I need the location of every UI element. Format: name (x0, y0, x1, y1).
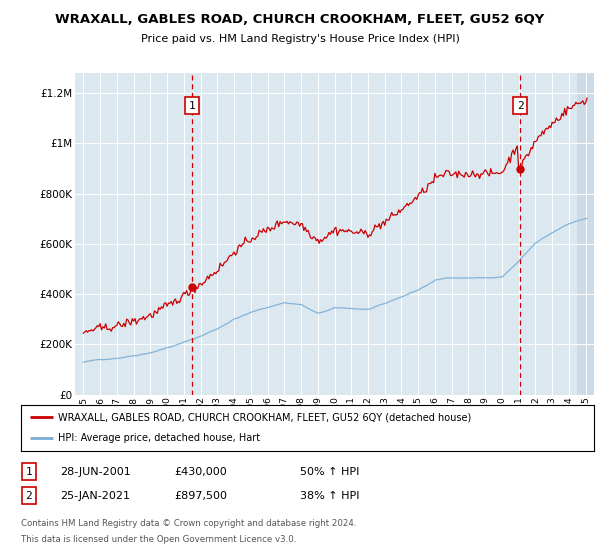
Text: Contains HM Land Registry data © Crown copyright and database right 2024.: Contains HM Land Registry data © Crown c… (21, 520, 356, 529)
Text: 2: 2 (25, 491, 32, 501)
Text: £430,000: £430,000 (174, 466, 227, 477)
Text: 1: 1 (25, 466, 32, 477)
Text: 1: 1 (189, 100, 196, 110)
Text: 25-JAN-2021: 25-JAN-2021 (60, 491, 130, 501)
Text: HPI: Average price, detached house, Hart: HPI: Average price, detached house, Hart (58, 433, 260, 444)
Bar (577, 73, 594, 395)
Text: 38% ↑ HPI: 38% ↑ HPI (300, 491, 359, 501)
Text: WRAXALL, GABLES ROAD, CHURCH CROOKHAM, FLEET, GU52 6QY (detached house): WRAXALL, GABLES ROAD, CHURCH CROOKHAM, F… (58, 412, 472, 422)
Text: £897,500: £897,500 (174, 491, 227, 501)
Text: 50% ↑ HPI: 50% ↑ HPI (300, 466, 359, 477)
Text: Price paid vs. HM Land Registry's House Price Index (HPI): Price paid vs. HM Land Registry's House … (140, 34, 460, 44)
Text: 2: 2 (517, 100, 523, 110)
Text: WRAXALL, GABLES ROAD, CHURCH CROOKHAM, FLEET, GU52 6QY: WRAXALL, GABLES ROAD, CHURCH CROOKHAM, F… (55, 13, 545, 26)
Text: This data is licensed under the Open Government Licence v3.0.: This data is licensed under the Open Gov… (21, 534, 296, 544)
Text: 28-JUN-2001: 28-JUN-2001 (60, 466, 131, 477)
